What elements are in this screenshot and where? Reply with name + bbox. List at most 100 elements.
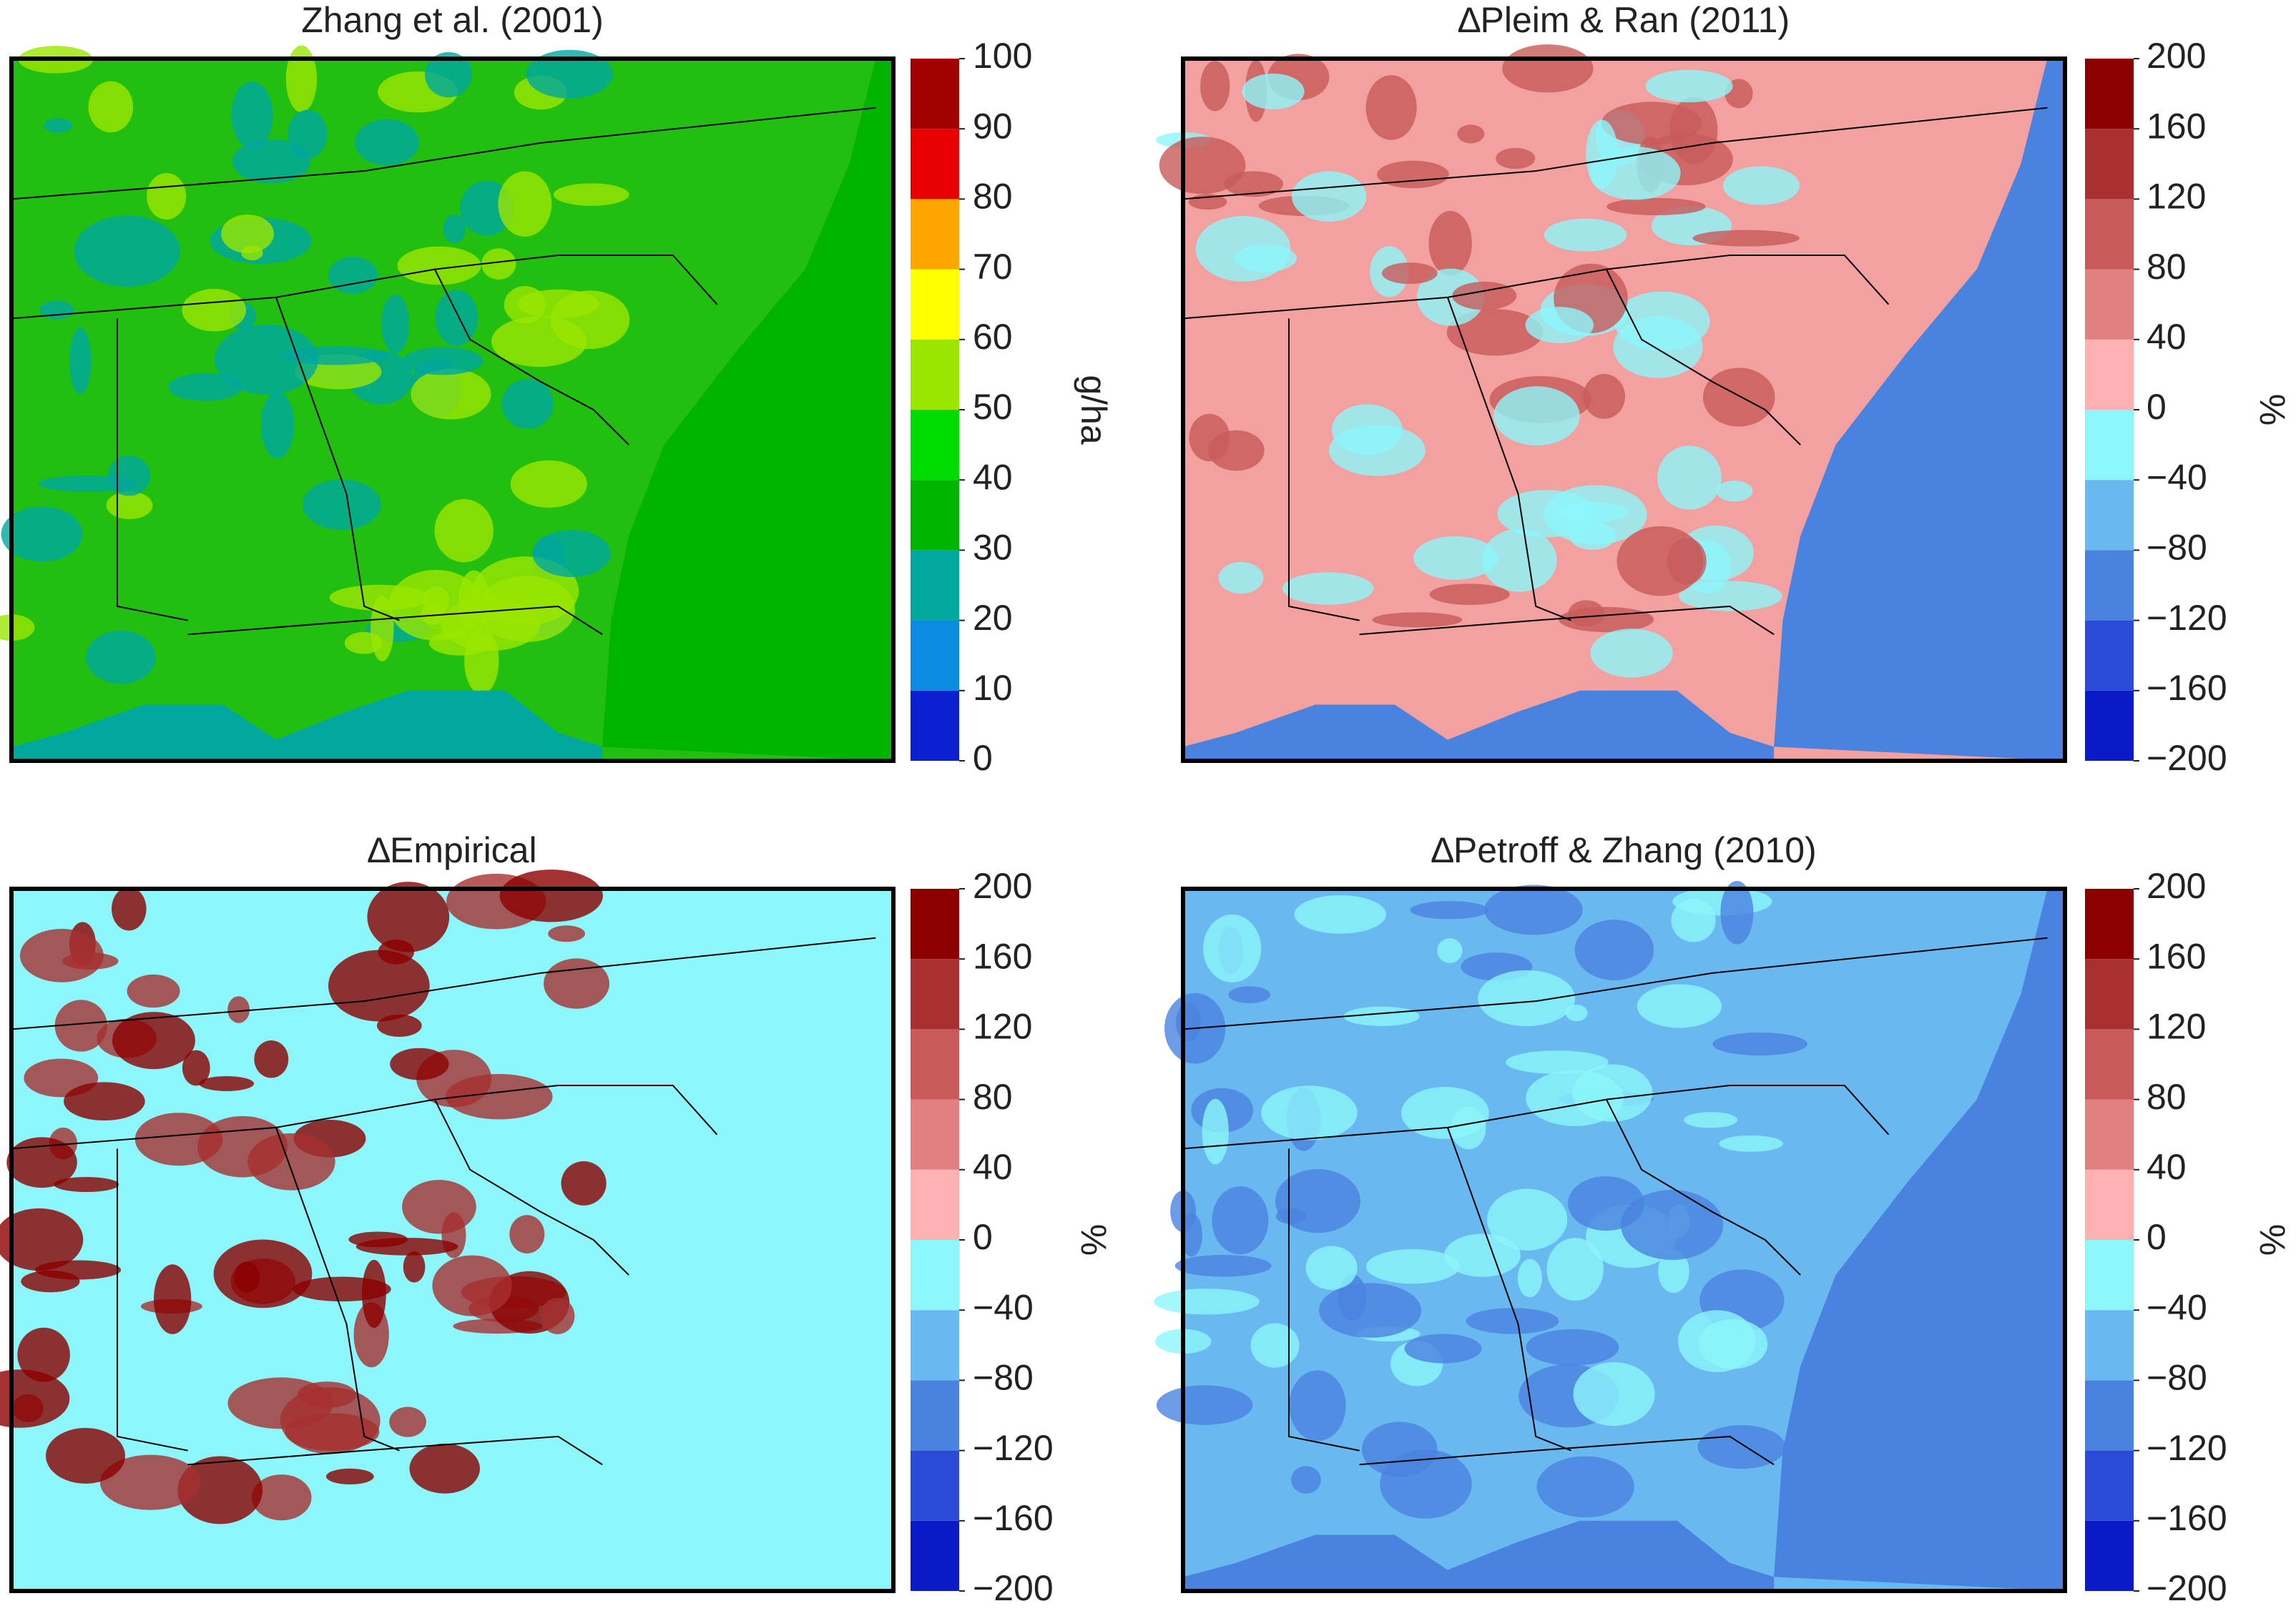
state-border — [1605, 269, 1801, 445]
map-patch — [6, 1137, 77, 1188]
map-patch — [69, 327, 92, 395]
colorbar-tick-label: −120 — [973, 1428, 1054, 1468]
colorbar-segment — [2085, 410, 2134, 481]
state-border — [1182, 1084, 1890, 1150]
map-patch — [44, 118, 73, 133]
state-border — [1182, 254, 1890, 320]
colorbar-tick-label: −120 — [2147, 598, 2227, 638]
colorbar-tick-label: −160 — [2147, 1498, 2227, 1538]
map-patch — [1546, 1238, 1604, 1301]
map-patch — [280, 1387, 381, 1454]
map-patch — [355, 1238, 458, 1256]
map-patch — [561, 1161, 607, 1206]
map-patch — [1637, 984, 1722, 1028]
map-gulf — [11, 1520, 603, 1591]
map-patch — [1, 506, 83, 562]
colorbar-segment — [2085, 129, 2134, 199]
map-gulf — [1183, 690, 1775, 761]
map-patch — [0, 614, 35, 641]
map-patch — [1437, 938, 1463, 963]
map-patch — [167, 373, 242, 401]
map-patch — [1536, 1456, 1634, 1518]
map-patch — [1291, 171, 1367, 222]
map-ocean — [1774, 59, 2065, 761]
state-border — [1359, 605, 1775, 636]
state-border — [116, 1148, 188, 1452]
colorbar-tick-label: 70 — [973, 247, 1013, 287]
colorbar-tick-label: 80 — [2147, 1077, 2187, 1117]
map-patch — [1318, 1283, 1422, 1338]
colorbar-segment — [2085, 1450, 2134, 1521]
map-patch — [1606, 197, 1706, 216]
map-patch — [1328, 425, 1426, 476]
map-patch — [1365, 1249, 1460, 1284]
colorbar-segment — [2085, 1099, 2134, 1170]
map-patch — [1174, 1254, 1272, 1277]
map-patch — [302, 479, 381, 531]
colorbar-tick-label: 10 — [973, 668, 1013, 708]
map-patch — [498, 171, 552, 237]
map-patch — [550, 290, 630, 350]
map-patch — [39, 300, 74, 320]
map-patch — [464, 626, 499, 695]
map-patch — [1573, 1362, 1655, 1427]
colorbar-segment — [911, 889, 959, 960]
colorbar-tick-label: 80 — [973, 177, 1013, 217]
colorbar-tick-label: 80 — [973, 1077, 1013, 1117]
map-patch — [1526, 1329, 1619, 1366]
colorbar-segment — [2085, 690, 2134, 761]
map-patch — [432, 1255, 512, 1316]
map-patch — [1203, 915, 1262, 982]
map-patch — [435, 290, 479, 346]
map-patch — [1154, 1289, 1260, 1315]
colorbar-segment — [911, 1450, 959, 1521]
map-patch — [1261, 1085, 1358, 1140]
colorbar-tick-label: 120 — [2147, 177, 2206, 217]
map-frame — [1181, 887, 2067, 1593]
map-patch — [1684, 1112, 1738, 1128]
map-patch — [232, 139, 311, 184]
map-patch — [1195, 215, 1291, 282]
map-patch — [1275, 1169, 1360, 1233]
colorbar-segment — [911, 269, 959, 340]
map-patch — [378, 939, 415, 965]
colorbar-segment — [911, 620, 959, 691]
map-patch — [1702, 368, 1775, 427]
map-patch — [1517, 1258, 1542, 1298]
colorbar-tick-label: 40 — [973, 457, 1013, 497]
panel: ∆Pleim & Ran (2011) −200 −160 −120 −80 −40 0 40… — [1156, 0, 2292, 778]
state-border — [275, 297, 400, 621]
map-patch — [1156, 1385, 1253, 1425]
colorbar-tick-label: 0 — [2147, 387, 2167, 427]
colorbar-segment — [2085, 620, 2134, 691]
map-patch — [1305, 1246, 1358, 1290]
colorbar-segment — [911, 59, 959, 129]
panel-title: Zhang et al. (2001) — [301, 0, 604, 40]
map-patch — [1208, 430, 1265, 471]
colorbar-tick-label: 160 — [2147, 106, 2206, 146]
map-patch — [1502, 44, 1594, 93]
map-patch — [1692, 230, 1800, 247]
colorbar-tick-label: 0 — [2147, 1217, 2167, 1257]
map-patch — [1457, 124, 1485, 144]
colorbar-label: % — [1074, 1224, 1114, 1256]
map-patch — [1452, 281, 1517, 310]
colorbar-segment — [911, 1310, 959, 1381]
map-patch — [46, 1428, 126, 1484]
colorbar-tick-label: 60 — [973, 317, 1013, 357]
map-patch — [1667, 538, 1707, 585]
colorbar-tick-label: −200 — [973, 1568, 1054, 1608]
panel-title: ∆Empirical — [368, 830, 536, 870]
map-patch — [1446, 309, 1544, 356]
map-patch — [1224, 171, 1284, 197]
map-patch — [1401, 1087, 1489, 1139]
map-patch — [1282, 572, 1374, 605]
map-patch — [328, 257, 378, 294]
map-patch — [1620, 1189, 1724, 1261]
map-patch — [1365, 75, 1417, 140]
map-patch — [1720, 880, 1754, 945]
map-patch — [425, 51, 472, 98]
map-patch — [19, 929, 104, 982]
map-patch — [1677, 1310, 1756, 1372]
map-patch — [328, 950, 430, 1022]
